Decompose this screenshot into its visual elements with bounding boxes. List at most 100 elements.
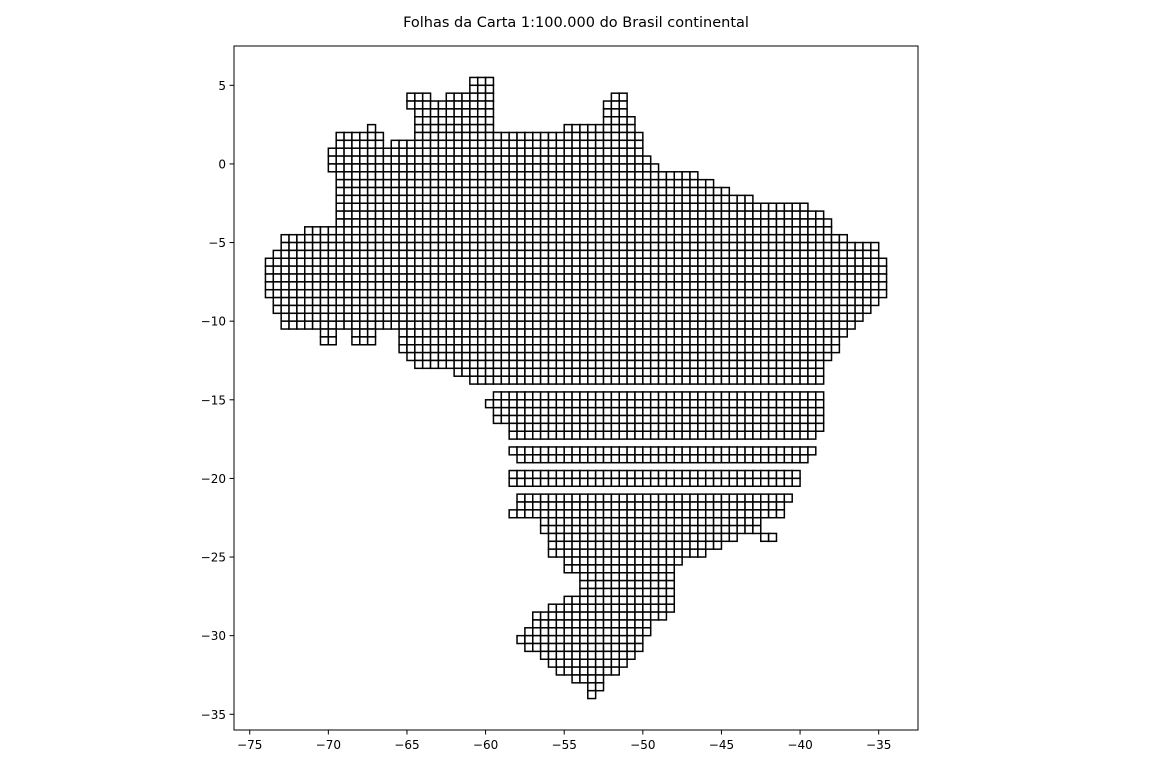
map-sheet [657, 406, 668, 417]
map-sheet [445, 131, 455, 142]
map-sheet [752, 367, 762, 377]
map-sheet [712, 391, 723, 401]
map-sheet [366, 147, 377, 157]
map-sheet [657, 296, 668, 307]
map-sheet [390, 194, 400, 204]
map-sheet [594, 587, 605, 598]
x-tick-label: −35 [866, 738, 891, 752]
map-sheet [453, 320, 463, 330]
map-sheet [854, 249, 864, 260]
map-sheet [414, 202, 424, 212]
map-sheet [382, 218, 392, 228]
map-sheet [618, 634, 628, 645]
map-sheet [610, 131, 620, 142]
map-sheet [484, 273, 495, 283]
map-sheet [642, 257, 652, 267]
map-sheet [649, 194, 660, 204]
map-sheet [594, 454, 605, 464]
map-sheet [429, 304, 440, 315]
map-sheet [697, 359, 707, 370]
map-sheet [579, 572, 589, 582]
map-sheet [697, 501, 707, 511]
map-sheet [532, 375, 542, 385]
map-sheet [697, 532, 707, 543]
map-sheet [594, 344, 605, 354]
map-sheet [610, 493, 620, 503]
map-sheet [508, 257, 518, 267]
map-sheet [492, 359, 503, 370]
map-sheet [594, 509, 605, 519]
map-sheet [775, 304, 786, 315]
map-sheet [854, 257, 864, 267]
map-sheet [720, 532, 731, 543]
map-sheet [689, 241, 699, 252]
map-sheet [610, 210, 620, 220]
map-sheet [634, 320, 644, 330]
map-sheet [689, 257, 699, 267]
map-sheet [469, 84, 479, 94]
map-sheet [626, 399, 636, 409]
map-sheet [618, 312, 628, 322]
map-sheet [736, 524, 746, 535]
map-sheet [469, 344, 479, 354]
map-sheet [618, 100, 628, 110]
map-sheet [524, 155, 534, 165]
map-sheet [712, 233, 723, 244]
map-sheet [712, 304, 723, 315]
map-sheet [594, 320, 605, 330]
map-sheet [414, 241, 424, 252]
map-sheet [555, 619, 565, 629]
map-sheet [791, 265, 801, 275]
map-sheet [398, 171, 408, 181]
map-sheet [437, 155, 448, 165]
map-sheet [571, 477, 581, 488]
map-sheet [602, 257, 613, 267]
map-sheet [539, 328, 550, 338]
map-sheet [500, 296, 510, 307]
map-sheet [351, 328, 361, 338]
map-sheet [500, 265, 510, 275]
map-sheet [390, 249, 400, 260]
map-sheet [508, 367, 518, 377]
map-sheet [767, 351, 778, 362]
map-sheet [579, 477, 589, 488]
map-sheet [437, 249, 448, 260]
map-sheet [508, 210, 518, 220]
map-sheet [744, 367, 754, 377]
map-sheet [437, 312, 448, 322]
map-sheet [563, 532, 573, 543]
map-sheet [594, 281, 605, 291]
map-sheet [539, 131, 550, 142]
map-sheet [524, 336, 534, 346]
map-sheet [516, 336, 526, 346]
map-sheet [626, 218, 636, 228]
map-sheet [791, 391, 801, 401]
map-sheet [288, 304, 298, 315]
map-sheet [461, 116, 471, 126]
map-sheet [642, 579, 652, 590]
map-sheet [555, 627, 565, 637]
map-sheet [421, 328, 432, 338]
map-sheet [359, 210, 369, 220]
map-sheet [665, 477, 676, 488]
map-sheet [681, 406, 691, 417]
map-sheet [563, 273, 573, 283]
map-sheet [673, 516, 683, 527]
map-sheet [587, 642, 597, 653]
map-sheet [555, 477, 565, 488]
map-sheet [649, 202, 660, 212]
map-sheet [500, 139, 510, 149]
map-sheet [594, 674, 605, 684]
map-sheet [359, 328, 369, 338]
map-sheet [508, 147, 518, 157]
map-sheet [862, 281, 872, 291]
map-sheet [382, 296, 392, 307]
map-sheet [579, 265, 589, 275]
map-sheet [815, 391, 825, 401]
map-sheet [429, 265, 440, 275]
map-sheet [539, 375, 550, 385]
map-sheet [476, 76, 487, 87]
map-sheet [476, 281, 487, 291]
map-sheet [846, 281, 856, 291]
map-sheet [445, 92, 455, 102]
